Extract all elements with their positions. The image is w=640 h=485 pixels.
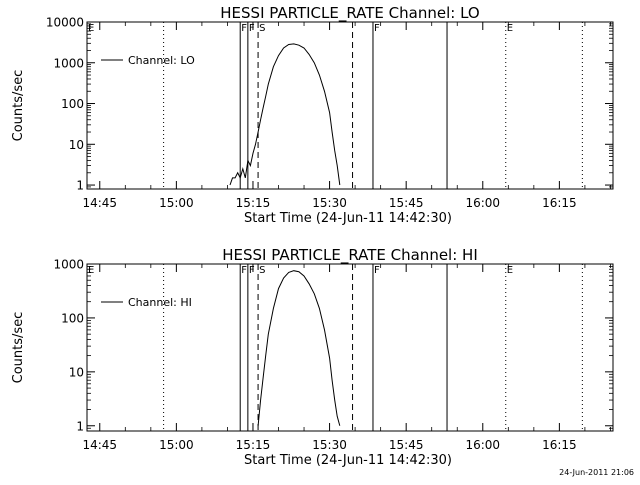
x-tick-label: 15:00 — [159, 196, 194, 210]
y-tick-label: 1 — [76, 179, 84, 193]
y-axis-label: Counts/sec — [11, 312, 26, 384]
marker-label: F — [249, 23, 255, 34]
y-axis-label: Counts/sec — [11, 70, 26, 142]
marker-label: S — [259, 23, 265, 34]
x-tick-label: 16:00 — [465, 196, 500, 210]
x-tick-label: 16:00 — [465, 438, 500, 452]
x-tick-label: 15:45 — [389, 438, 424, 452]
series-line — [230, 44, 340, 185]
marker-label: F — [374, 23, 380, 34]
legend-label: Channel: LO — [128, 54, 195, 67]
plot-frame — [87, 264, 613, 431]
marker-label: F — [374, 265, 380, 276]
y-tick-label: 1000 — [53, 258, 84, 272]
marker-label: F — [241, 265, 247, 276]
y-tick-label: 1 — [76, 419, 84, 433]
marker-label: E — [88, 265, 94, 276]
marker-label: E — [88, 23, 94, 34]
x-tick-label: 15:30 — [312, 196, 347, 210]
x-tick-label: 15:15 — [236, 196, 271, 210]
chart-panel-1: HESSI PARTICLE_RATE Channel: LO 1 10 100 100… — [11, 4, 613, 226]
y-tick-label: 100 — [61, 311, 84, 325]
y-tick-label: 10000 — [46, 16, 84, 30]
x-tick-label: 14:45 — [82, 438, 117, 452]
marker-label: E — [507, 23, 513, 34]
x-tick-label: 16:15 — [542, 438, 577, 452]
legend-label: Channel: HI — [128, 296, 192, 309]
series-line — [258, 271, 340, 426]
x-tick-label: 15:45 — [389, 196, 424, 210]
marker-label: E — [507, 265, 513, 276]
marker-label: S — [259, 265, 265, 276]
plot-frame — [87, 22, 613, 189]
chart-title: HESSI PARTICLE_RATE Channel: LO — [220, 4, 479, 23]
chart-title: HESSI PARTICLE_RATE Channel: HI — [222, 246, 478, 265]
chart-panel-2: HESSI PARTICLE_RATE Channel: HI 1 10 100 100… — [11, 246, 613, 468]
charts-svg: HESSI PARTICLE_RATE Channel: LO 1 10 100 100… — [0, 0, 640, 480]
x-tick-label: 16:15 — [542, 196, 577, 210]
y-tick-label: 1000 — [53, 56, 84, 70]
marker-label: F — [241, 23, 247, 34]
marker-label: F — [249, 265, 255, 276]
y-tick-label: 100 — [61, 97, 84, 111]
y-tick-label: 10 — [69, 138, 84, 152]
x-tick-label: 15:30 — [312, 438, 347, 452]
x-axis-label: Start Time (24-Jun-11 14:42:30) — [244, 453, 452, 468]
x-tick-label: 14:45 — [82, 196, 117, 210]
x-tick-label: 15:15 — [236, 438, 271, 452]
x-axis-label: Start Time (24-Jun-11 14:42:30) — [244, 211, 452, 226]
x-tick-label: 15:00 — [159, 438, 194, 452]
chart-canvas: HESSI PARTICLE_RATE Channel: LO 1 10 100 100… — [0, 0, 640, 480]
y-tick-label: 10 — [69, 365, 84, 379]
plot-timestamp: 24-Jun-2011 21:06 — [559, 468, 634, 477]
